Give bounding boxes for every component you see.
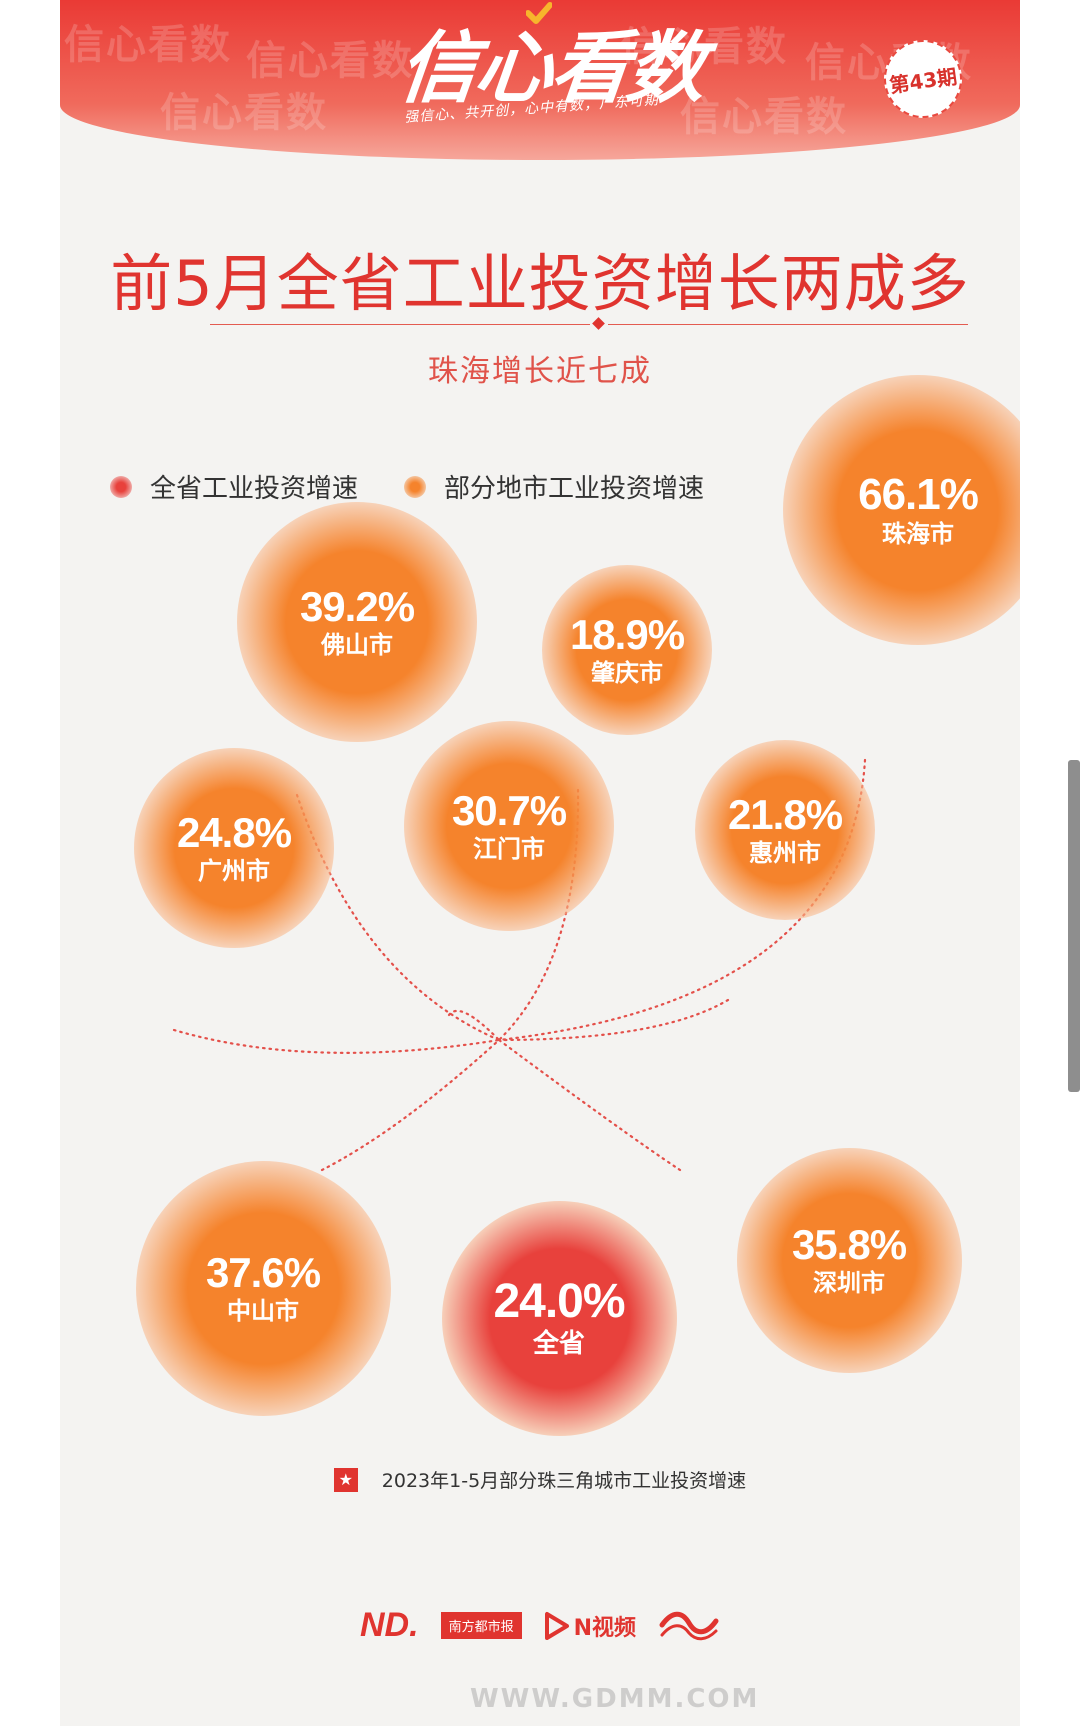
- bubble-label: 珠海市: [882, 519, 954, 548]
- nd-logo: ND.: [360, 1606, 419, 1644]
- legend-item-province: 全省工业投资增速: [110, 468, 358, 505]
- bubble-value: 30.7%: [451, 786, 567, 834]
- city-bubble: 24.8% 广州市: [134, 748, 334, 948]
- connector-line: [447, 1009, 501, 1042]
- site-watermark: WWW.GDMM.COM: [470, 1684, 760, 1714]
- city-bubble: 37.6% 中山市: [135, 1160, 391, 1416]
- bubble-label: 肇庆市: [591, 658, 663, 687]
- connector-line: [320, 1038, 501, 1172]
- city-bubble: 21.8% 惠州市: [695, 740, 875, 920]
- wave-logo-icon: [659, 1611, 719, 1640]
- bubble-label: 中山市: [227, 1296, 299, 1325]
- bubble-label: 江门市: [473, 834, 545, 863]
- banner-watermark: 信心看数: [64, 22, 232, 68]
- footnote-text: 2023年1-5月部分珠三角城市工业投资增速: [381, 1470, 747, 1492]
- connector-line: [497, 998, 730, 1042]
- bubble-label: 广州市: [198, 856, 270, 885]
- nvideo-logo: N视频: [544, 1610, 636, 1642]
- city-bubble: 18.9% 肇庆市: [542, 565, 712, 735]
- star-icon: ★: [333, 1467, 358, 1492]
- title-divider-right: [608, 324, 968, 325]
- bubble-value: 24.8%: [176, 808, 292, 856]
- footer-logos: ND. 南方都市报 N视频: [60, 1606, 1020, 1645]
- footnote: ★ 2023年1-5月部分珠三角城市工业投资增速: [60, 1466, 1020, 1493]
- bubble-value: 37.6%: [205, 1248, 321, 1296]
- city-bubble: 66.1% 珠海市: [783, 375, 1020, 645]
- bubble-value: 18.9%: [569, 610, 685, 658]
- connector-line: [497, 788, 580, 1042]
- nvideo-label: N视频: [573, 1615, 636, 1641]
- city-bubble: 30.7% 江门市: [404, 721, 614, 931]
- checkmark-icon: [526, 2, 552, 24]
- city-bubble: 35.8% 深圳市: [736, 1147, 962, 1373]
- banner-watermark: 信心看数: [620, 24, 788, 70]
- connector-line: [295, 793, 501, 1042]
- legend-item-cities: 部分地市工业投资增速: [404, 468, 704, 505]
- bubble-value: 24.0%: [493, 1274, 625, 1328]
- legend-dot-cities: [404, 475, 426, 498]
- page-title: 前5月全省工业投资增长两成多: [110, 247, 970, 320]
- connector-line: [172, 1028, 501, 1054]
- bubble-value: 39.2%: [299, 582, 415, 630]
- bubble-value: 21.8%: [727, 790, 843, 838]
- city-bubble: 39.2% 佛山市: [237, 502, 477, 742]
- poster: 信心看数 信心看数 信心看数 信心看数 信心看数 信心看数 信心看数 强信心、共…: [60, 0, 1020, 1726]
- title-divider-left: [210, 324, 590, 325]
- banner-watermark: 信心看数: [160, 90, 328, 136]
- header-banner: 信心看数 信心看数 信心看数 信心看数 信心看数 信心看数 信心看数 强信心、共…: [60, 0, 1020, 160]
- bubble-value: 35.8%: [791, 1220, 907, 1268]
- banner-watermark: 信心看数: [680, 94, 848, 140]
- banner-watermark: 信心看数: [246, 38, 414, 84]
- connector-lines: [172, 758, 867, 1172]
- legend-label-cities: 部分地市工业投资增速: [444, 474, 705, 504]
- newspaper-logo: 南方都市报: [440, 1612, 522, 1639]
- bubble-label: 佛山市: [321, 630, 393, 659]
- province-bubble: 24.0% 全省: [441, 1200, 677, 1436]
- bubble-label: 惠州市: [749, 838, 821, 867]
- bubble-label: 全省: [532, 1328, 585, 1359]
- bubble-label: 深圳市: [813, 1268, 885, 1297]
- legend-dot-province: [110, 475, 132, 498]
- scrollbar[interactable]: [1068, 760, 1080, 1092]
- page-subtitle: 珠海增长近七成: [428, 354, 652, 389]
- connector-line: [497, 758, 867, 1042]
- bubble-value: 66.1%: [858, 469, 979, 519]
- connector-line: [497, 1038, 682, 1172]
- legend-label-province: 全省工业投资增速: [150, 474, 359, 504]
- play-icon: [544, 1611, 569, 1640]
